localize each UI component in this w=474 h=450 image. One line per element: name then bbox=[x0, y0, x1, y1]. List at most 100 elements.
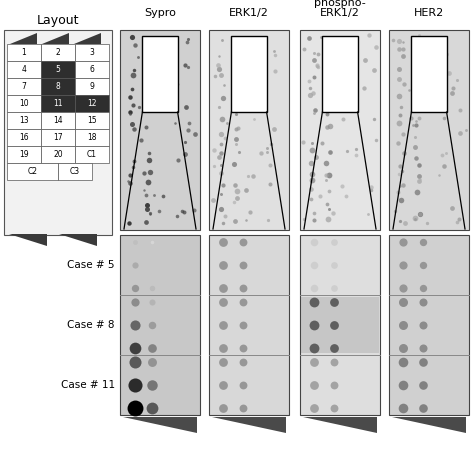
Point bbox=[319, 140, 326, 147]
Point bbox=[315, 63, 322, 71]
Point bbox=[130, 158, 138, 165]
Point bbox=[253, 38, 260, 45]
Point bbox=[399, 321, 407, 328]
Point bbox=[184, 36, 191, 43]
Point bbox=[324, 48, 332, 55]
Bar bbox=[41, 112, 75, 129]
Point bbox=[251, 115, 258, 122]
Point bbox=[151, 70, 159, 77]
Point bbox=[239, 58, 246, 66]
Point bbox=[430, 71, 438, 78]
Bar bbox=[41, 95, 75, 112]
Point bbox=[253, 99, 260, 106]
Point bbox=[183, 38, 191, 45]
Point bbox=[353, 151, 360, 158]
Point bbox=[131, 284, 139, 292]
Point bbox=[309, 177, 316, 184]
Polygon shape bbox=[59, 234, 97, 246]
Point bbox=[411, 215, 419, 222]
Point bbox=[131, 261, 139, 269]
Point bbox=[271, 48, 278, 55]
Point bbox=[184, 64, 192, 71]
Point bbox=[263, 145, 271, 152]
Point bbox=[396, 112, 403, 119]
Point bbox=[266, 161, 273, 168]
Point bbox=[431, 59, 439, 67]
Point bbox=[367, 187, 374, 194]
Point bbox=[130, 126, 138, 133]
Point bbox=[391, 208, 398, 215]
Point bbox=[370, 66, 378, 73]
Text: 4: 4 bbox=[21, 65, 27, 74]
Point bbox=[140, 169, 147, 176]
Point bbox=[312, 153, 319, 160]
Point bbox=[349, 75, 357, 82]
Point bbox=[436, 171, 443, 178]
Point bbox=[181, 139, 189, 146]
Point bbox=[127, 93, 134, 100]
Text: 5: 5 bbox=[55, 65, 61, 74]
Point bbox=[330, 382, 338, 389]
Point bbox=[343, 147, 350, 154]
Point bbox=[146, 150, 153, 157]
Point bbox=[178, 207, 186, 215]
Point bbox=[235, 105, 243, 112]
Text: 20: 20 bbox=[53, 150, 63, 159]
Point bbox=[130, 66, 137, 73]
Point bbox=[134, 54, 142, 61]
Bar bbox=[4, 30, 112, 235]
Point bbox=[411, 37, 419, 45]
Point bbox=[399, 344, 407, 351]
Point bbox=[390, 36, 397, 44]
Bar bbox=[389, 30, 469, 230]
Point bbox=[399, 261, 407, 269]
Point bbox=[232, 110, 240, 117]
Point bbox=[246, 208, 254, 216]
Point bbox=[148, 344, 156, 351]
Point bbox=[185, 120, 193, 127]
Point bbox=[324, 216, 332, 223]
Point bbox=[396, 65, 403, 72]
Point bbox=[419, 382, 427, 389]
Point bbox=[396, 75, 403, 82]
Point bbox=[182, 104, 190, 111]
Point bbox=[131, 405, 139, 412]
Point bbox=[448, 204, 456, 212]
Text: 15: 15 bbox=[87, 116, 97, 125]
Bar bbox=[75, 61, 109, 78]
Point bbox=[341, 104, 349, 112]
Point bbox=[330, 321, 338, 328]
Point bbox=[338, 182, 346, 189]
Point bbox=[395, 45, 403, 52]
Point bbox=[419, 344, 427, 351]
Point bbox=[411, 216, 419, 223]
Point bbox=[219, 344, 227, 351]
Point bbox=[329, 83, 337, 90]
Point bbox=[173, 213, 181, 220]
Point bbox=[223, 119, 231, 126]
Text: 6: 6 bbox=[90, 65, 94, 74]
Point bbox=[396, 162, 404, 170]
Point bbox=[416, 114, 423, 121]
Point bbox=[309, 146, 316, 153]
Point bbox=[242, 186, 250, 194]
Bar bbox=[300, 235, 380, 415]
Point bbox=[244, 172, 252, 180]
Bar bbox=[322, 36, 357, 112]
Polygon shape bbox=[42, 33, 69, 44]
Polygon shape bbox=[392, 417, 466, 433]
Point bbox=[174, 156, 182, 163]
Point bbox=[131, 344, 139, 351]
Point bbox=[325, 187, 332, 194]
Point bbox=[237, 64, 244, 71]
Bar bbox=[58, 163, 92, 180]
Point bbox=[239, 298, 247, 306]
Point bbox=[217, 205, 224, 212]
Bar bbox=[75, 146, 109, 163]
Point bbox=[370, 116, 378, 123]
Point bbox=[215, 154, 223, 161]
Point bbox=[270, 125, 278, 132]
Polygon shape bbox=[9, 234, 47, 246]
Point bbox=[131, 358, 139, 365]
Point bbox=[230, 161, 238, 168]
